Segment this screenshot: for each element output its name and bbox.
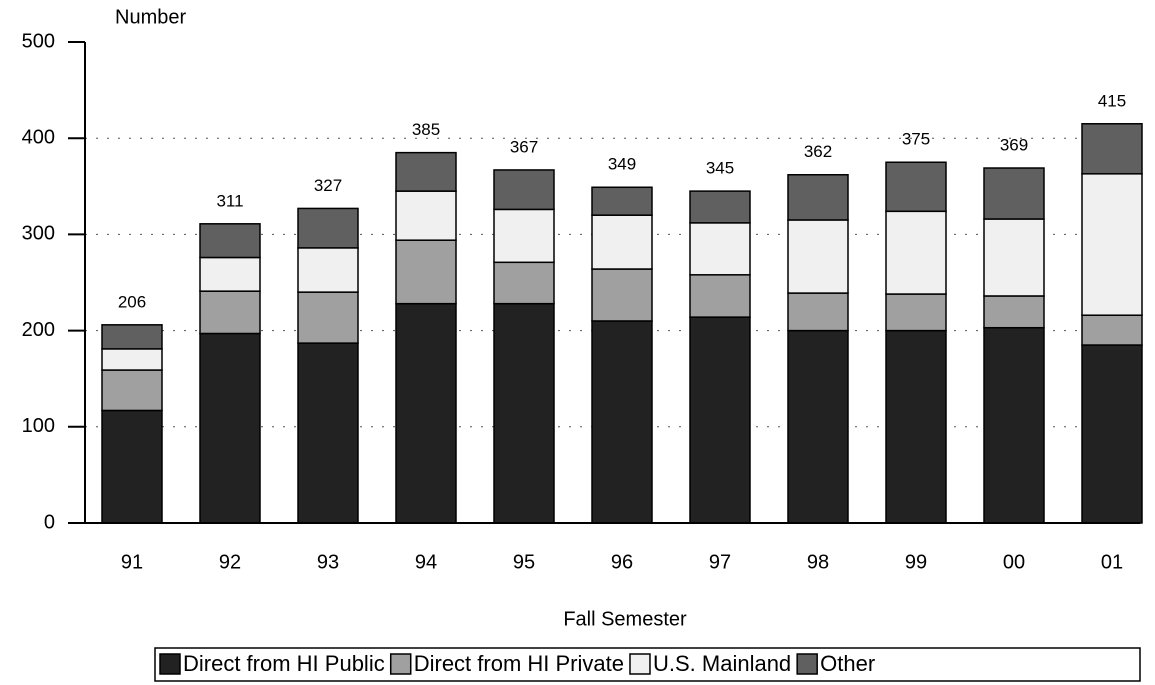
y-tick-label: 100 [22, 415, 55, 437]
bar-segment [101, 369, 163, 412]
bar-segment [493, 208, 555, 264]
y-tick-label: 400 [22, 126, 55, 148]
y-tick-label: 200 [22, 319, 55, 341]
total-label: 345 [706, 159, 734, 178]
bar-segment [591, 214, 653, 270]
bar-segment [689, 190, 751, 224]
bar-segment [983, 326, 1045, 524]
x-tick-label: 94 [415, 551, 437, 573]
bar-segment [689, 274, 751, 318]
bar-segment [689, 222, 751, 276]
x-axis-title: Fall Semester [563, 608, 687, 630]
legend-label: Other [820, 651, 875, 676]
bar-segment [297, 247, 359, 293]
total-label: 349 [608, 155, 636, 174]
bar-segment [983, 218, 1045, 297]
total-label: 375 [902, 130, 930, 149]
x-tick-label: 92 [219, 551, 241, 573]
bar-segment [1081, 314, 1143, 346]
bar-segment [101, 324, 163, 350]
y-tick-label: 500 [22, 30, 55, 52]
bar-segment [395, 302, 457, 524]
bar-segment [199, 290, 261, 335]
bar-segment [101, 348, 163, 371]
x-tick-label: 95 [513, 551, 535, 573]
bar-segment [591, 186, 653, 216]
bar-segment [297, 207, 359, 249]
x-tick-label: 93 [317, 551, 339, 573]
total-label: 327 [314, 176, 342, 195]
x-tick-label: 98 [807, 551, 829, 573]
legend-swatch [629, 653, 651, 675]
bar-segment [591, 320, 653, 524]
bar-segment [199, 256, 261, 292]
bar-segment [983, 167, 1045, 220]
bar-segment [885, 210, 947, 295]
bar-segment [297, 291, 359, 344]
bar-segment [787, 174, 849, 221]
total-label: 206 [118, 292, 146, 311]
bar-segment [983, 295, 1045, 329]
legend-swatch [159, 653, 181, 675]
y-tick-label: 300 [22, 223, 55, 245]
bar-segment [885, 329, 947, 524]
x-tick-label: 96 [611, 551, 633, 573]
y-axis-title: Number [115, 6, 186, 28]
bar-segment [787, 329, 849, 524]
total-label: 369 [1000, 136, 1028, 155]
legend-label: Direct from HI Public [183, 651, 385, 676]
bar-segment [787, 219, 849, 294]
total-label: 311 [216, 191, 243, 210]
total-label: 367 [510, 137, 538, 156]
bar-segment [493, 169, 555, 211]
x-tick-label: 01 [1101, 551, 1123, 573]
total-label: 415 [1098, 91, 1126, 110]
legend-label: Direct from HI Private [414, 651, 624, 676]
y-tick-label: 0 [44, 511, 55, 533]
bar-segment [885, 161, 947, 213]
x-tick-label: 00 [1003, 551, 1025, 573]
total-label: 362 [804, 142, 832, 161]
bar-segment [395, 190, 457, 241]
bar-segment [689, 316, 751, 524]
bar-segment [395, 151, 457, 192]
total-label: 385 [412, 120, 440, 139]
bar-segment [1081, 173, 1143, 316]
bar-segment [101, 409, 163, 524]
legend-swatch [796, 653, 818, 675]
legend-label: U.S. Mainland [653, 651, 791, 676]
bar-segment [885, 293, 947, 332]
x-tick-label: 99 [905, 551, 927, 573]
bar-segment [297, 342, 359, 524]
bar-segment [199, 223, 261, 259]
bar-segment [1081, 344, 1143, 524]
x-tick-label: 91 [121, 551, 143, 573]
bar-segment [787, 292, 849, 332]
legend-box [154, 647, 1141, 682]
bar-segment [493, 302, 555, 524]
x-tick-label: 97 [709, 551, 731, 573]
bar-segment [1081, 123, 1143, 175]
bar-segment [493, 261, 555, 305]
bar-segment [591, 268, 653, 322]
bar-segment [395, 239, 457, 305]
bar-segment [199, 332, 261, 524]
legend-swatch [389, 653, 412, 675]
